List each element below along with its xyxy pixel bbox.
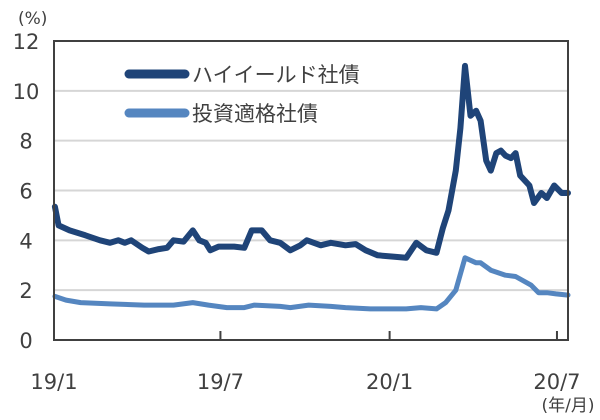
legend-label-investment-grade: 投資適格社債 <box>192 102 318 126</box>
series-line-high-yield <box>51 62 571 261</box>
x-tick-label: 19/1 <box>30 370 77 394</box>
x-tick-label: 19/7 <box>197 370 244 394</box>
y-axis: 0 2 4 6 8 10 12 <box>13 30 40 353</box>
y-tick-label: 2 <box>19 279 32 303</box>
y-axis-unit: (%) <box>18 9 47 29</box>
x-axis-unit: (年/月) <box>542 396 595 416</box>
y-tick-label: 0 <box>19 329 32 353</box>
legend-label-high-yield: ハイイールド社債 <box>192 63 360 87</box>
plot-frame <box>53 40 569 341</box>
x-tick-label: 20/7 <box>533 370 580 394</box>
y-tick-label: 8 <box>19 130 32 154</box>
y-tick-label: 10 <box>13 80 40 104</box>
x-axis: 19/1 19/7 20/1 20/7 <box>30 331 581 394</box>
y-tick-label: 12 <box>13 30 40 54</box>
y-tick-label: 4 <box>19 229 32 253</box>
series-line-investment-grade <box>52 255 571 312</box>
series-lines <box>51 62 571 312</box>
y-tick-label: 6 <box>19 180 32 204</box>
x-tick-label: 20/1 <box>366 370 413 394</box>
legend: ハイイールド社債 投資適格社債 <box>124 63 360 126</box>
